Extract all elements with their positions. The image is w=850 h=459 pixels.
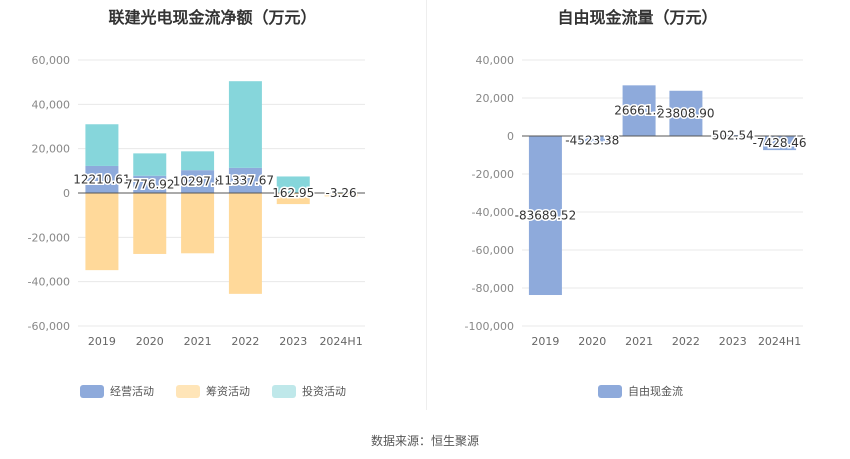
fcf-xtick-label: 2020 — [578, 335, 606, 348]
legend-cashflow: 经营活动 筹资活动 投资活动 — [80, 383, 368, 399]
legend-item-free-cashflow[interactable]: 自由现金流 — [598, 383, 683, 399]
fcf-data-label: -83689.52 — [515, 209, 577, 223]
legend-item-financing[interactable]: 筹资活动 — [176, 383, 250, 399]
chart-title-free-cashflow: 自由现金流量（万元） — [557, 8, 718, 27]
cf-bar-2-2019 — [85, 124, 119, 166]
cf-bar-1-2022 — [228, 193, 262, 294]
fcf-data-label: 23808.90 — [657, 106, 714, 120]
legend-label-operating: 经营活动 — [110, 385, 154, 398]
cf-data-label: 11337.67 — [217, 173, 274, 187]
cf-xtick-label: 2021 — [184, 335, 212, 348]
fcf-ytick-label: -80,000 — [472, 282, 514, 295]
cf-xtick-label: 2024H1 — [319, 335, 362, 348]
fcf-bar-2022 — [669, 90, 703, 136]
cf-ytick-label: -60,000 — [28, 320, 70, 333]
fcf-ytick-label: -40,000 — [472, 206, 514, 219]
chart-title-cashflow: 联建光电现金流净额（万元） — [108, 8, 317, 27]
fcf-ytick-label: -20,000 — [472, 168, 514, 181]
legend-swatch-investing — [272, 384, 296, 398]
cf-xtick-label: 2022 — [231, 335, 259, 348]
fcf-data-label: -7428.46 — [753, 136, 807, 150]
cf-ytick-label: 40,000 — [32, 98, 71, 111]
fcf-xtick-label: 2023 — [719, 335, 747, 348]
cf-xtick-label: 2019 — [88, 335, 116, 348]
fcf-xtick-label: 2022 — [672, 335, 700, 348]
cf-data-label: 162.95 — [272, 186, 314, 200]
cf-xtick-label: 2023 — [279, 335, 307, 348]
cf-ytick-label: 60,000 — [32, 54, 71, 67]
cf-bar-0-2022 — [228, 167, 262, 193]
cf-data-label: -3.26 — [326, 186, 357, 200]
legend-label-financing: 筹资活动 — [206, 385, 250, 398]
fcf-bar-2020 — [575, 136, 609, 145]
fcf-data-label: 26661.2 — [614, 104, 664, 118]
cf-bar-1-2019 — [85, 193, 119, 271]
panel-divider — [426, 0, 427, 410]
legend-free-cashflow: 自由现金流 — [598, 383, 705, 399]
cf-bar-1-2021 — [181, 193, 215, 254]
cf-bar-2-2021 — [181, 151, 215, 171]
cf-bar-1-2024H1 — [324, 193, 358, 197]
cf-bar-2-2023 — [276, 176, 310, 193]
legend-swatch-free-cashflow — [598, 384, 622, 398]
cf-bar-2-2020 — [133, 153, 167, 176]
cf-ytick-label: -40,000 — [28, 276, 70, 289]
fcf-ytick-label: -60,000 — [472, 244, 514, 257]
cf-bar-2-2022 — [228, 81, 262, 168]
fcf-data-label: -4523.38 — [565, 133, 619, 147]
cf-xtick-label: 2020 — [136, 335, 164, 348]
legend-label-investing: 投资活动 — [302, 385, 346, 398]
cf-bar-0-2021 — [181, 170, 215, 193]
cf-bar-0-2019 — [85, 165, 119, 193]
fcf-xtick-label: 2021 — [625, 335, 653, 348]
legend-swatch-financing — [176, 384, 200, 398]
legend-swatch-operating — [80, 384, 104, 398]
legend-item-investing[interactable]: 投资活动 — [272, 383, 346, 399]
cf-data-label: 12210.61 — [73, 172, 130, 186]
fcf-xtick-label: 2019 — [531, 335, 559, 348]
cf-data-label: 10297.8 — [173, 175, 223, 189]
cf-ytick-label: -20,000 — [28, 231, 70, 244]
fcf-ytick-label: 0 — [507, 130, 514, 143]
fcf-ytick-label: 20,000 — [476, 92, 515, 105]
fcf-bar-2019 — [528, 136, 562, 296]
fcf-data-label: 502.54 — [712, 129, 754, 143]
cf-bar-1-2023 — [276, 193, 310, 205]
fcf-ytick-label: 40,000 — [476, 54, 515, 67]
fcf-bar-2024H1 — [763, 136, 797, 151]
data-source-note: 数据来源：恒生聚源 — [370, 434, 479, 448]
cf-ytick-label: 0 — [63, 187, 70, 200]
cf-bar-1-2020 — [133, 193, 167, 254]
fcf-xtick-label: 2024H1 — [758, 335, 801, 348]
legend-label-free-cashflow: 自由现金流 — [628, 385, 683, 398]
legend-item-operating[interactable]: 经营活动 — [80, 383, 154, 399]
fcf-bar-2021 — [622, 85, 656, 136]
cf-ytick-label: 20,000 — [32, 143, 71, 156]
fcf-ytick-label: -100,000 — [465, 320, 514, 333]
cf-data-label: 7776.92 — [125, 177, 175, 191]
cf-bar-0-2020 — [133, 175, 167, 193]
